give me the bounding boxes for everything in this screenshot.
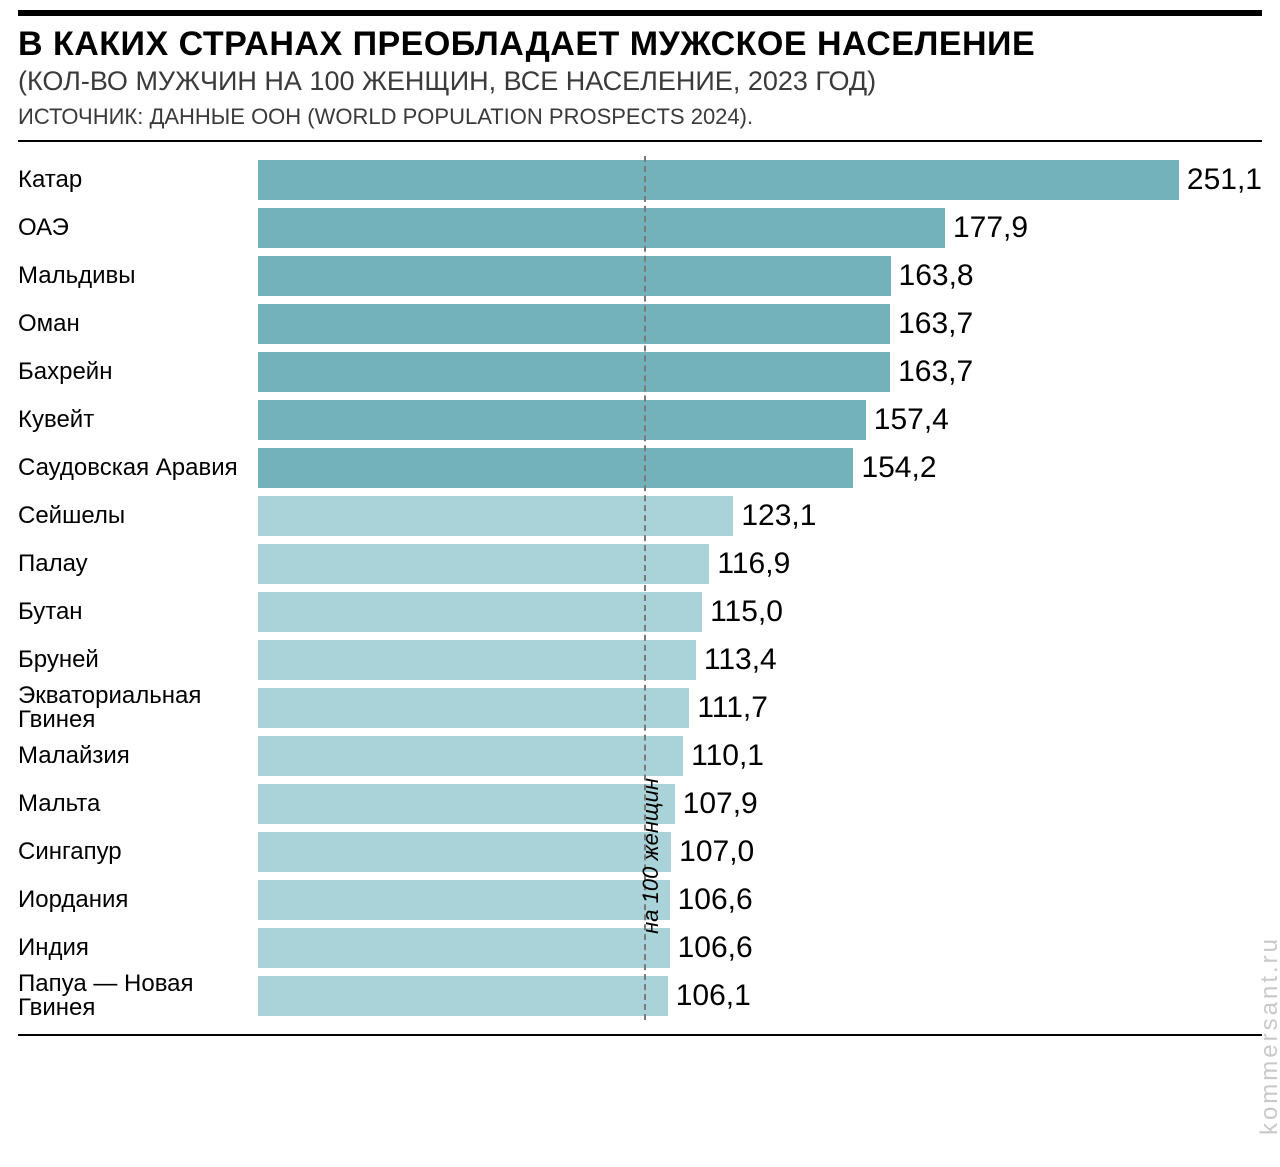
bar-track: 177,9 [258,204,1262,252]
bar-row: Экваториальная Гвинея 111,7 [18,684,1262,732]
bar [258,688,689,728]
bar-track: 106,1 [258,972,1262,1020]
bar [258,832,671,872]
bar-label: Индия [18,936,258,960]
bar-value: 106,6 [678,933,753,963]
bar-row: Бутан 115,0 [18,588,1262,636]
bar-label: ОАЭ [18,216,258,240]
bar-value: 123,1 [741,501,816,531]
bar-track: 163,8 [258,252,1262,300]
bar-label: Оман [18,312,258,336]
bar-row: Малайзия 110,1 [18,732,1262,780]
bar [258,592,702,632]
bar [258,256,891,296]
bar-value: 106,6 [678,885,753,915]
bar-label: Мальдивы [18,264,258,288]
bar-value: 163,7 [898,357,973,387]
bar-value: 163,7 [898,309,973,339]
bar-row: Саудовская Аравия 154,2 [18,444,1262,492]
bar-value: 177,9 [953,213,1028,243]
bar-label: Сейшелы [18,504,258,528]
bar [258,640,696,680]
bar-value: 106,1 [676,981,751,1011]
bar-value: 157,4 [874,405,949,435]
bar [258,400,866,440]
bar-value: 115,0 [710,597,783,627]
bar-label: Кувейт [18,408,258,432]
bar [258,304,890,344]
bar-track: 157,4 [258,396,1262,444]
bar-row: Оман 163,7 [18,300,1262,348]
bottom-rule [18,1034,1262,1036]
bar-row: Бахрейн 163,7 [18,348,1262,396]
bar-label: Экваториальная Гвинея [18,684,258,732]
bar-row: ОАЭ 177,9 [18,204,1262,252]
bar-row: Палау 116,9 [18,540,1262,588]
bar-track: 107,0 [258,828,1262,876]
chart-container: В КАКИХ СТРАНАХ ПРЕОБЛАДАЕТ МУЖСКОЕ НАСЕ… [0,0,1280,1056]
top-rule [18,10,1262,16]
bar-track: 115,0 [258,588,1262,636]
bar-value: 113,4 [704,645,777,675]
watermark: kommersant.ru [1256,936,1280,1135]
bar-track: 116,9 [258,540,1262,588]
bar-label: Папуа — Новая Гвинея [18,972,258,1020]
bar-label: Иордания [18,888,258,912]
bar [258,544,709,584]
bar [258,736,683,776]
bar-value: 107,9 [683,789,758,819]
bar-label: Саудовская Аравия [18,456,258,480]
bar-value: 154,2 [861,453,936,483]
bar [258,880,670,920]
mid-rule [18,140,1262,142]
bar-row: Кувейт 157,4 [18,396,1262,444]
bar-track: 110,1 [258,732,1262,780]
bar-row: Мальдивы 163,8 [18,252,1262,300]
bar-label: Бахрейн [18,360,258,384]
bar-track: 111,7 [258,684,1262,732]
bar-row: Катар 251,1 [18,156,1262,204]
chart-title: В КАКИХ СТРАНАХ ПРЕОБЛАДАЕТ МУЖСКОЕ НАСЕ… [18,26,1262,63]
bar-label: Палау [18,552,258,576]
bar-track: 163,7 [258,348,1262,396]
chart-subtitle: (КОЛ-ВО МУЖЧИН НА 100 ЖЕНЩИН, ВСЕ НАСЕЛЕ… [18,65,1262,97]
bar [258,784,675,824]
bar [258,160,1179,200]
bar [258,208,945,248]
bar [258,448,853,488]
chart-source: ИСТОЧНИК: ДАННЫЕ ООН (WORLD POPULATION P… [18,104,1262,130]
bar [258,496,733,536]
bar [258,928,670,968]
bar-label: Бутан [18,600,258,624]
bar-track: 106,6 [258,876,1262,924]
reference-line-label: на 100 женщин [638,778,664,934]
bar-row: Папуа — Новая Гвинея 106,1 [18,972,1262,1020]
bar [258,352,890,392]
bar-track: 107,9 [258,780,1262,828]
bar-value: 116,9 [717,549,790,579]
bar-row: Сейшелы 123,1 [18,492,1262,540]
bar-value: 251,1 [1187,165,1262,195]
bar-value: 110,1 [691,741,764,771]
bar-track: 163,7 [258,300,1262,348]
chart-area: Катар 251,1 ОАЭ 177,9 Мальдивы 163,8 Оман 163,7… [18,156,1262,1020]
bar-track: 123,1 [258,492,1262,540]
bar-row: Бруней 113,4 [18,636,1262,684]
bar-value: 163,8 [899,261,974,291]
bar-value: 111,7 [697,693,768,723]
bar-track: 251,1 [258,156,1262,204]
bar-label: Мальта [18,792,258,816]
bar-track: 154,2 [258,444,1262,492]
bar-label: Сингапур [18,840,258,864]
bar-label: Катар [18,168,258,192]
bar-label: Малайзия [18,744,258,768]
bar-label: Бруней [18,648,258,672]
bar-value: 107,0 [679,837,754,867]
bar-track: 106,6 [258,924,1262,972]
bar [258,976,668,1016]
bar-track: 113,4 [258,636,1262,684]
